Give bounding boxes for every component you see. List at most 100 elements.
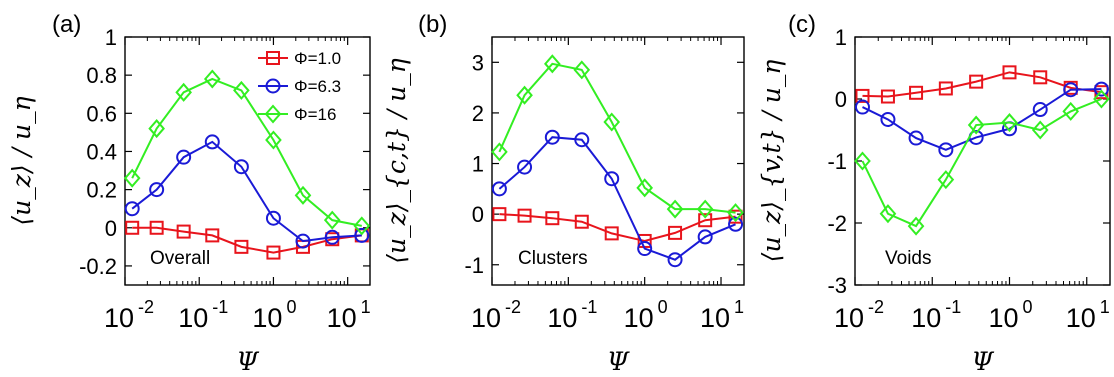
data-point (295, 233, 311, 249)
data-point (149, 182, 165, 198)
data-point (516, 85, 533, 105)
x-tick-exponent: -2 (138, 297, 154, 317)
y-tick-label: 3 (472, 50, 484, 75)
axes-box (124, 36, 371, 286)
x-tick-label: 10 (1066, 303, 1096, 333)
x-tick-label: 10 (252, 303, 282, 333)
legend: Φ=1.0 Φ=6.3 Φ=16 (258, 49, 341, 124)
series-line-1 (499, 213, 736, 242)
data-point (149, 220, 164, 235)
legend-entry: Φ=16 (294, 105, 336, 124)
data-point (148, 119, 165, 139)
data-point (879, 204, 897, 224)
y-tick-label: -2 (827, 211, 847, 236)
series-line-2 (131, 140, 362, 243)
y-tick-label: -1 (827, 149, 847, 174)
data-point (545, 211, 560, 226)
data-point (1063, 82, 1079, 98)
y-tick-label: 1 (105, 25, 117, 50)
x-tick-label: 10 (547, 303, 577, 333)
x-tick-exponent: -2 (505, 297, 521, 317)
y-tick-label: 0.4 (86, 139, 117, 164)
x-tick-exponent: 1 (1100, 297, 1110, 317)
series-line-1 (862, 71, 1102, 98)
x-tick-label: 10 (471, 303, 501, 333)
series-line-2 (862, 88, 1102, 151)
series-line-3 (131, 77, 362, 227)
x-tick-label: 10 (911, 303, 941, 333)
data-point (492, 207, 507, 222)
x-tick-label: 10 (624, 303, 654, 333)
data-point (234, 239, 249, 254)
data-point (1062, 101, 1080, 121)
y-tick-label: 0.6 (86, 101, 117, 126)
data-point (354, 227, 370, 243)
legend-entry: Φ=1.0 (294, 49, 341, 68)
data-point (176, 224, 191, 239)
data-point (967, 115, 985, 135)
x-tick-exponent: 0 (658, 297, 668, 317)
x-tick-exponent: 1 (361, 297, 371, 317)
data-point (491, 181, 507, 197)
data-point (266, 245, 281, 260)
data-point (727, 203, 744, 223)
x-tick-exponent: 0 (1022, 297, 1032, 317)
data-point (1031, 120, 1049, 140)
data-point (544, 129, 560, 145)
data-point (698, 213, 713, 228)
series-line-2 (498, 136, 736, 261)
x-axis-label: Ψ (972, 347, 995, 376)
data-point (233, 80, 250, 100)
y-tick-label: -3 (827, 273, 847, 298)
data-point (544, 54, 561, 74)
panel-annotation: Voids (885, 248, 931, 269)
legend-entry: Φ=6.3 (294, 77, 341, 96)
data-point (604, 226, 619, 241)
legend-marker (266, 51, 280, 65)
x-tick-label: 10 (104, 303, 134, 333)
y-tick-label: 2 (472, 101, 484, 126)
data-point (728, 209, 743, 224)
data-point (938, 142, 954, 158)
x-tick-label: 10 (988, 303, 1018, 333)
legend-marker (265, 78, 281, 94)
data-point (938, 81, 953, 96)
data-point (969, 74, 984, 89)
data-point (603, 112, 621, 132)
x-tick-exponent: 0 (286, 297, 296, 317)
data-point (574, 132, 590, 148)
y-tick-label: 0 (105, 216, 117, 241)
legend-marker (264, 104, 282, 124)
y-tick-label: -0.2 (79, 254, 117, 279)
data-point (1033, 70, 1048, 85)
data-point (203, 69, 221, 89)
series-line-1 (132, 226, 362, 254)
data-point (323, 210, 341, 230)
data-point (666, 199, 684, 219)
panel-label: (b) (418, 11, 447, 38)
data-point (909, 85, 924, 100)
y-axis-label: ⟨u_z⟩_{c,t} / u_η (382, 58, 411, 264)
data-point (907, 216, 925, 236)
data-point (854, 99, 870, 115)
series-line-3 (861, 98, 1102, 228)
y-tick-label: 1 (835, 25, 847, 50)
data-point (696, 199, 714, 219)
data-point (353, 216, 371, 236)
y-tick-label: 0.8 (86, 63, 117, 88)
x-axis-label: Ψ (237, 347, 260, 376)
data-point (517, 208, 532, 223)
data-point (233, 159, 249, 175)
x-tick-label: 10 (178, 303, 208, 333)
data-point (324, 229, 340, 245)
data-point (265, 210, 281, 226)
data-point (205, 228, 220, 243)
data-point (574, 214, 589, 229)
data-point (637, 241, 653, 257)
data-point (728, 216, 744, 232)
panel-annotation: Clusters (518, 248, 588, 269)
data-point (908, 130, 924, 146)
